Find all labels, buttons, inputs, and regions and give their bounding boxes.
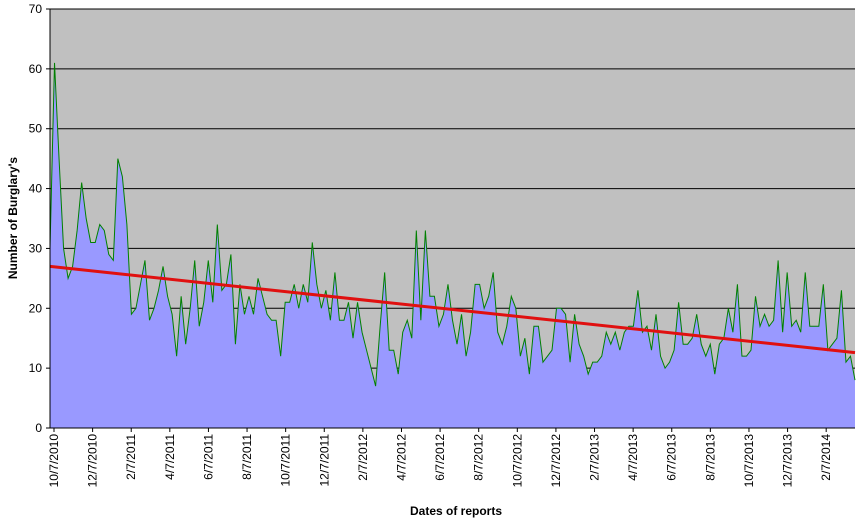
x-tick-label: 12/7/2011 [317,434,331,487]
x-tick-label: 4/7/2013 [626,434,640,481]
x-tick-label: 4/7/2011 [163,434,177,480]
y-tick-label: 10 [29,361,43,375]
x-tick-label: 10/7/2012 [510,434,524,488]
x-tick-label: 10/7/2011 [279,434,293,487]
x-tick-label: 4/7/2012 [394,434,408,481]
axes [49,9,855,429]
x-tick-label: 12/7/2010 [86,434,100,488]
y-tick-label: 40 [29,182,43,196]
x-axis-title: Dates of reports [410,504,502,518]
x-tick-label: 2/7/2012 [356,434,370,481]
y-tick-label: 70 [29,2,43,16]
x-tick-label: 6/7/2012 [433,434,447,481]
x-tick-label: 10/7/2010 [47,434,61,488]
x-tick-label: 8/7/2013 [703,434,717,481]
y-axis-title: Number of Burglary's [6,157,20,280]
x-tick-label: 2/7/2014 [819,434,833,481]
x-tick-label: 12/7/2013 [781,434,795,488]
y-tick-label: 30 [29,241,43,255]
area-fill [50,62,855,429]
x-tick-label: 12/7/2012 [549,434,563,488]
y-tick-label: 20 [29,301,43,315]
x-tick-label: 8/7/2012 [472,434,486,481]
y-tick-label: 0 [35,421,42,435]
x-tick-label: 2/7/2013 [588,434,602,481]
x-tick-label: 6/7/2013 [665,434,679,481]
trend-line [49,264,856,355]
y-ticks: 0 10 20 30 40 50 60 70 [29,2,50,435]
series-line [49,62,856,387]
y-tick-label: 60 [29,62,43,76]
y-tick-label: 50 [29,122,43,136]
x-tick-label: 8/7/2011 [240,434,254,480]
x-ticks: 10/7/2010 12/7/2010 2/7/2011 4/7/2011 6/7/20… [47,428,833,487]
x-tick-label: 10/7/2013 [742,434,756,488]
x-tick-label: 6/7/2011 [201,434,215,480]
x-tick-label: 2/7/2011 [124,434,138,480]
